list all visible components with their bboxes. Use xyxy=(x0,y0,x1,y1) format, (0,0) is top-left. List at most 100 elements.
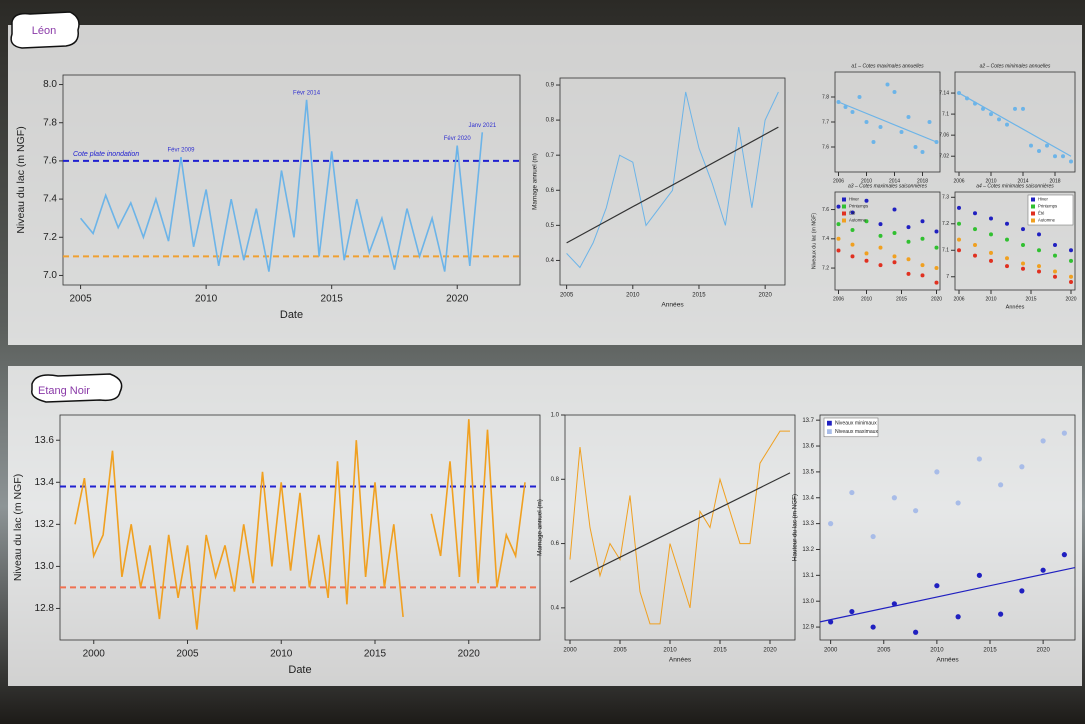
data-point xyxy=(1061,154,1065,159)
legend-swatch xyxy=(1031,218,1035,223)
data-point xyxy=(957,205,961,210)
data-point xyxy=(843,105,848,109)
section-label: Léon xyxy=(32,25,56,37)
annotation: Févr 2009 xyxy=(168,148,196,154)
data-point xyxy=(998,482,1004,488)
y-tick-label: 7.3 xyxy=(942,195,949,201)
plot-frame xyxy=(819,414,1076,641)
x-axis-label: Date xyxy=(288,664,311,676)
x-tick-label: 2015 xyxy=(364,649,387,660)
chart-title: a2 – Cotes minimales annuelles xyxy=(980,63,1051,69)
data-point xyxy=(870,624,876,630)
trend-line xyxy=(838,101,937,143)
y-tick-label: 13.4 xyxy=(802,495,814,501)
y-tick-label: 13.0 xyxy=(802,599,814,605)
y-tick-label: 7.6 xyxy=(822,207,829,213)
data-point xyxy=(1021,261,1025,266)
data-point xyxy=(1005,122,1009,127)
data-point xyxy=(1029,143,1033,148)
y-tick-label: 13.0 xyxy=(35,561,55,572)
legend-swatch xyxy=(1031,211,1035,216)
data-point xyxy=(864,258,869,263)
data-point xyxy=(957,237,961,242)
plot-frame xyxy=(62,74,521,286)
data-line xyxy=(566,91,779,269)
x-tick-label: 2006 xyxy=(833,178,844,184)
chart-title: a4 – Cotes minimales saisonnières xyxy=(976,183,1054,189)
data-point xyxy=(1053,269,1057,274)
data-point xyxy=(871,140,876,144)
data-point xyxy=(878,125,883,129)
x-tick-label: 2014 xyxy=(889,178,900,184)
y-tick-label: 7.0 xyxy=(43,270,57,281)
data-point xyxy=(892,207,897,212)
y-tick-label: 13.2 xyxy=(802,547,814,553)
x-tick-label: 2010 xyxy=(861,178,872,184)
data-point xyxy=(1053,242,1057,247)
legend-swatch xyxy=(842,197,846,202)
data-point xyxy=(864,219,869,224)
legend-swatch xyxy=(1031,204,1035,209)
y-tick-label: 13.1 xyxy=(802,573,814,579)
trend-line xyxy=(958,92,1072,157)
plot-frame xyxy=(954,191,1076,291)
legend-label: Automne xyxy=(849,218,867,223)
data-point xyxy=(1021,266,1025,271)
x-tick-label: 2015 xyxy=(1025,296,1036,302)
x-tick-label: 2006 xyxy=(953,296,964,302)
data-point xyxy=(955,500,961,506)
data-point xyxy=(1037,264,1041,269)
data-point xyxy=(836,236,841,241)
data-point xyxy=(934,245,939,250)
legend-swatch xyxy=(842,211,846,216)
data-point xyxy=(906,239,911,244)
data-point xyxy=(878,263,883,268)
x-tick-label: 2020 xyxy=(931,296,942,302)
y-tick-label: 7.1 xyxy=(942,111,949,117)
y-tick-label: 7.14 xyxy=(939,90,949,96)
y-tick-label: 13.7 xyxy=(802,418,814,424)
data-point xyxy=(1069,280,1073,285)
x-tick-label: 2020 xyxy=(1065,296,1076,302)
y-tick-label: 7.4 xyxy=(43,194,57,205)
data-point xyxy=(1069,274,1073,279)
data-point xyxy=(1069,248,1073,253)
data-point xyxy=(920,236,925,241)
data-point xyxy=(955,614,961,620)
legend-label: Printemps xyxy=(849,204,868,209)
data-point xyxy=(850,254,855,259)
data-point xyxy=(913,145,918,149)
y-tick-label: 0.4 xyxy=(551,605,560,611)
legend-label: Été xyxy=(849,211,856,216)
data-point xyxy=(934,229,939,234)
y-tick-label: 7.4 xyxy=(822,236,829,242)
data-point xyxy=(850,242,855,247)
data-point xyxy=(892,230,897,235)
legend-box xyxy=(823,417,879,438)
x-axis-label: Années xyxy=(1006,304,1025,310)
y-axis-label: Hauteur du lac (m NGF) xyxy=(791,494,798,561)
lake-outline xyxy=(10,11,80,49)
legend-swatch xyxy=(827,429,832,434)
data-point xyxy=(973,227,977,232)
x-tick-label: 2010 xyxy=(985,296,996,302)
y-tick-label: 7.1 xyxy=(942,248,949,254)
data-point xyxy=(891,601,897,607)
y-tick-label: 7.6 xyxy=(822,144,829,150)
data-point xyxy=(973,242,977,247)
annotation: Févr 2020 xyxy=(444,136,472,142)
legend-swatch xyxy=(827,420,832,426)
data-point xyxy=(828,619,834,625)
x-axis-label: Années xyxy=(669,656,692,663)
data-point xyxy=(973,211,977,216)
data-point xyxy=(1037,148,1041,153)
data-point xyxy=(850,210,855,215)
y-tick-label: 12.9 xyxy=(802,625,814,631)
data-point xyxy=(864,120,869,124)
data-point xyxy=(857,95,862,99)
data-point xyxy=(849,608,855,615)
y-tick-label: 7.8 xyxy=(43,117,57,128)
data-point xyxy=(870,533,876,540)
data-point xyxy=(1040,438,1046,444)
